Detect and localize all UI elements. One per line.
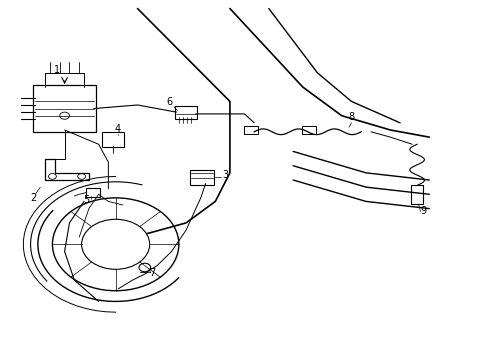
Text: 1: 1 xyxy=(54,65,60,75)
Text: 5: 5 xyxy=(83,195,89,205)
Text: 2: 2 xyxy=(30,193,36,203)
Text: 7: 7 xyxy=(149,268,155,278)
Text: 8: 8 xyxy=(347,112,354,122)
Text: 4: 4 xyxy=(115,124,121,134)
Text: 9: 9 xyxy=(420,206,426,216)
Text: 3: 3 xyxy=(222,170,228,180)
Text: 6: 6 xyxy=(166,97,172,107)
